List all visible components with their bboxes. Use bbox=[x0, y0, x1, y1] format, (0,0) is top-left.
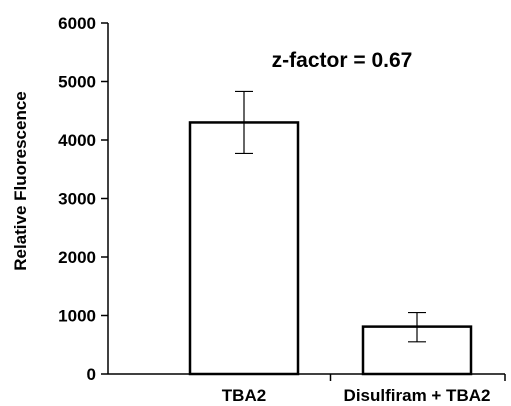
x-tick-label: TBA2 bbox=[222, 386, 266, 405]
y-tick-label: 6000 bbox=[58, 14, 96, 33]
bars bbox=[188, 121, 473, 376]
x-tick-labels: TBA2 Disulfiram + TBA2 bbox=[222, 386, 491, 405]
y-tick-label: 0 bbox=[87, 365, 96, 384]
error-bars bbox=[235, 90, 426, 343]
y-tick-label: 2000 bbox=[58, 248, 96, 267]
y-tick-label: 5000 bbox=[58, 73, 96, 92]
z-factor-annotation: z-factor = 0.67 bbox=[272, 49, 413, 72]
bar bbox=[188, 121, 300, 376]
y-axis: 0 1000 2000 3000 4000 5000 6000 bbox=[58, 14, 109, 384]
y-tick-label: 3000 bbox=[58, 190, 96, 209]
y-axis-label: Relative Fluorescence bbox=[11, 91, 30, 271]
x-tick-label: Disulfiram + TBA2 bbox=[344, 386, 491, 405]
y-tick-label: 1000 bbox=[58, 307, 96, 326]
y-tick-label: 4000 bbox=[58, 131, 96, 150]
